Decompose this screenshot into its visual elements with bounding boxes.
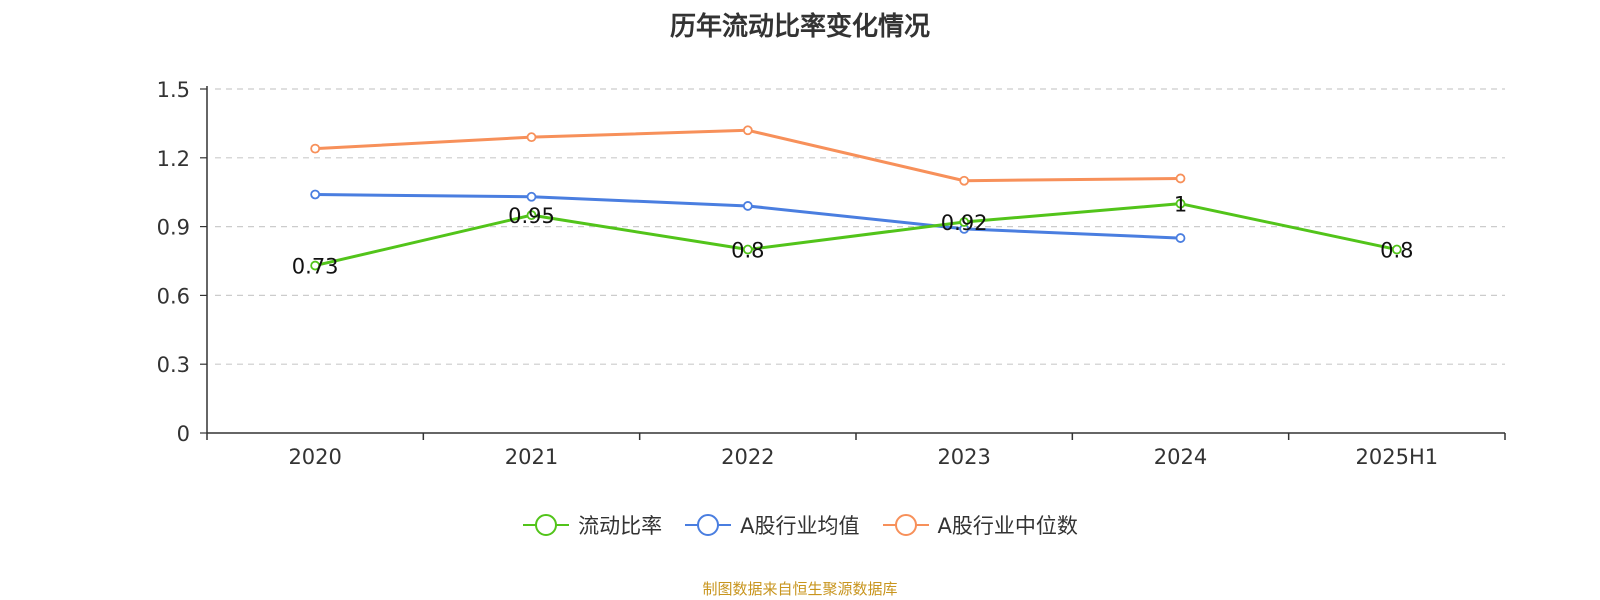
data-point [310, 143, 321, 154]
data-label: 0.92 [941, 211, 988, 235]
data-point [1175, 198, 1186, 209]
y-tick-label: 0.6 [157, 284, 190, 308]
x-tick-label: 2023 [937, 445, 990, 469]
data-label: 0.73 [292, 255, 339, 279]
legend-item[interactable]: A股行业均值 [684, 510, 860, 540]
legend-label: A股行业均值 [740, 514, 860, 538]
data-point [526, 191, 537, 202]
data-point [526, 132, 537, 143]
series-line [315, 128, 1181, 183]
y-tick-label: 1.5 [157, 78, 190, 102]
x-tick-label: 2022 [721, 445, 774, 469]
data-point [742, 244, 753, 255]
y-tick-label: 0.3 [157, 353, 190, 377]
data-point [959, 217, 970, 227]
legend-item[interactable]: 流动比率 [522, 510, 662, 540]
data-label: 0.8 [731, 239, 764, 263]
x-tick-label: 2021 [505, 445, 558, 469]
legend: 流动比率 A股行业均值 A股行业中位数 [0, 510, 1600, 540]
data-point [310, 260, 321, 271]
x-tick-label: 2025H1 [1356, 445, 1439, 469]
line-chart: 0 0.3 0.6 0.9 1.2 1.5 2020 2021 2022 2023 2024 2025… [157, 78, 1506, 469]
series-line [315, 192, 1181, 240]
y-tick-label: 0.9 [157, 216, 190, 240]
x-tick-label: 2020 [288, 445, 341, 469]
legend-label: A股行业中位数 [937, 514, 1078, 538]
data-point [742, 125, 753, 136]
data-point [526, 210, 537, 221]
data-label: 1 [1174, 193, 1187, 217]
legend-marker-icon [882, 514, 929, 536]
data-point [310, 189, 321, 200]
data-label: 0.95 [508, 204, 555, 228]
y-tick-label: 1.2 [157, 147, 190, 171]
legend-marker-icon [685, 514, 732, 536]
chart-title: 历年流动比率变化情况 [669, 12, 930, 42]
legend-item[interactable]: A股行业中位数 [882, 510, 1078, 540]
data-point [959, 175, 970, 186]
legend-label: 流动比率 [578, 514, 663, 538]
series-line [314, 202, 1398, 268]
data-point [1175, 173, 1186, 184]
data-source-note: 制图数据来自恒生聚源数据库 [702, 580, 898, 598]
data-point [1175, 233, 1186, 243]
legend-marker-icon [523, 514, 570, 536]
data-label: 0.8 [1380, 239, 1413, 263]
y-tick-label: 0 [177, 422, 190, 446]
x-tick-label: 2024 [1154, 445, 1207, 469]
data-point [1391, 244, 1402, 255]
data-point [742, 201, 753, 211]
